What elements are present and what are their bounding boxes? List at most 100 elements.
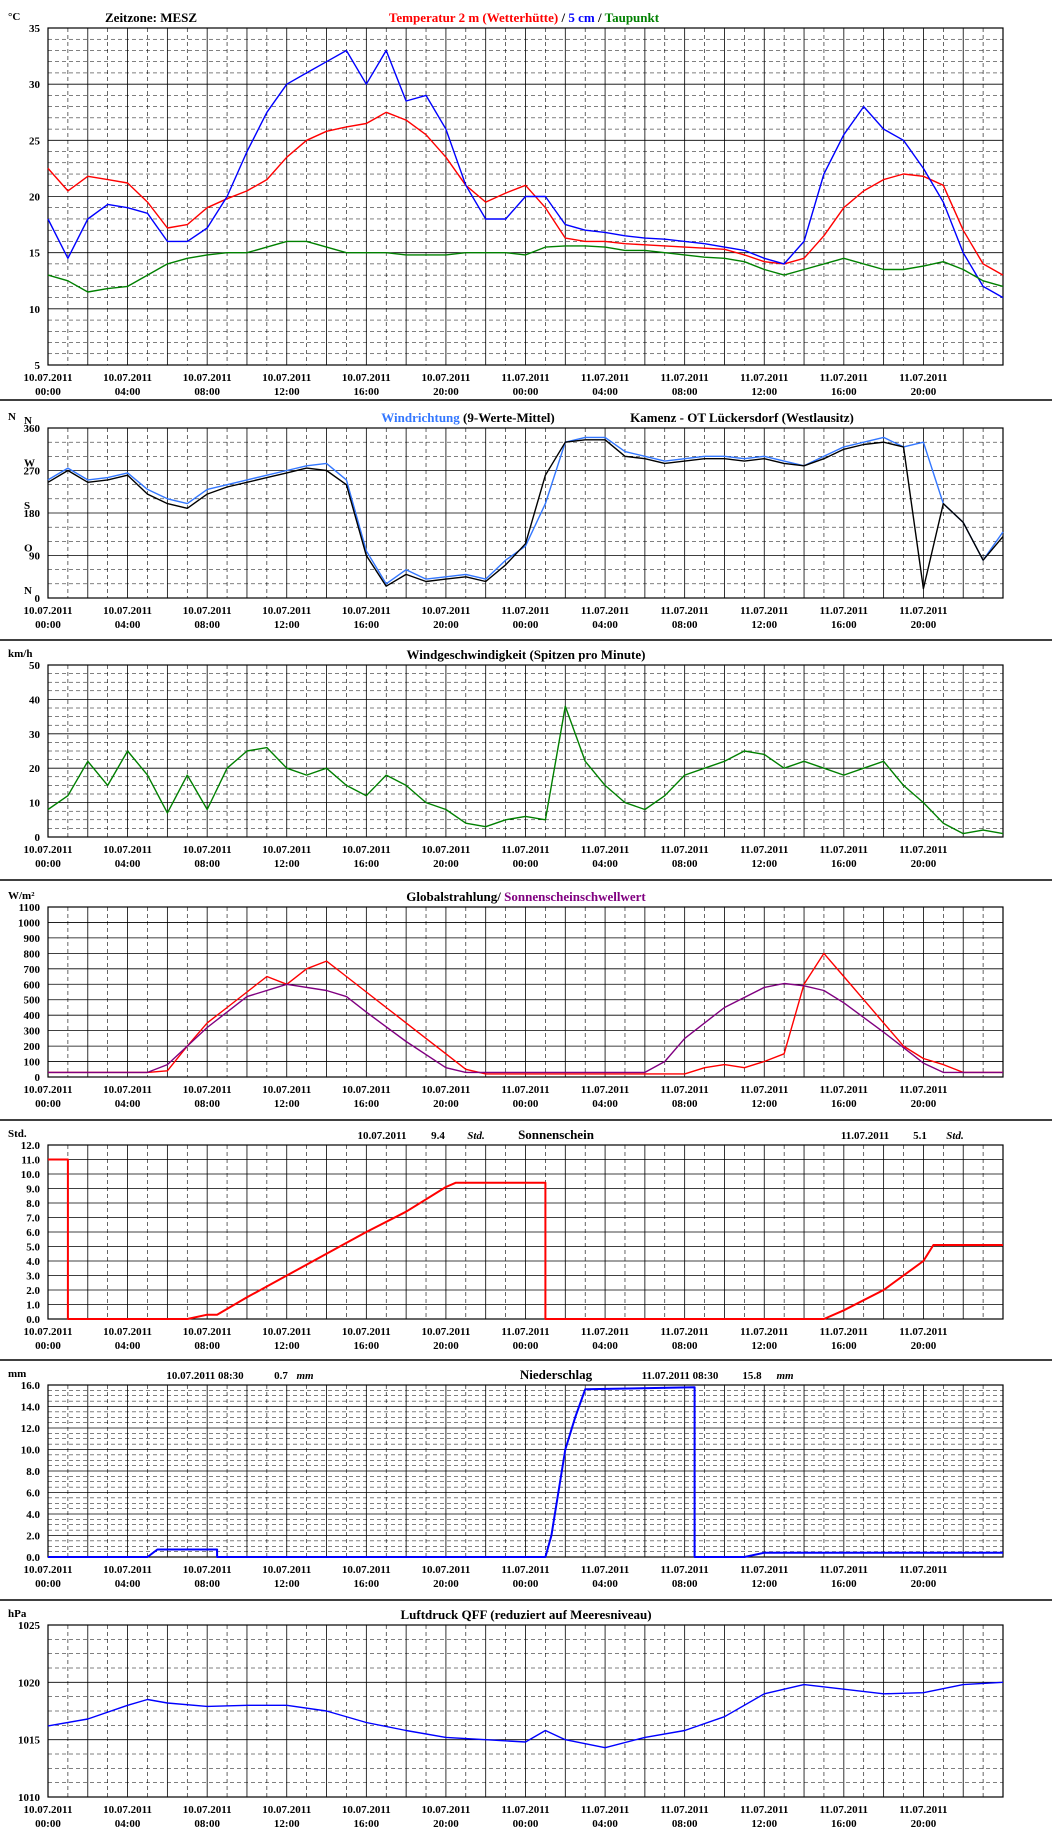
y-tick-label: 35 bbox=[29, 23, 41, 35]
x-tick-time: 16:00 bbox=[831, 1340, 857, 1352]
x-tick-date: 10.07.2011 bbox=[262, 844, 311, 856]
series-line-pressure-0 bbox=[47, 1681, 1004, 1749]
series-line-radiation-1 bbox=[48, 982, 1003, 1074]
chart-title: Temperatur 2 m (Wetterhütte) / 5 cm / Ta… bbox=[389, 10, 660, 25]
x-tick-date: 11.07.2011 bbox=[899, 1804, 947, 1816]
y-tick-label: 30 bbox=[29, 79, 41, 91]
y-tick-label: 900 bbox=[24, 933, 41, 945]
x-tick-date: 10.07.2011 bbox=[421, 844, 470, 856]
plot-frame bbox=[47, 1624, 1004, 1798]
plot-frame bbox=[47, 664, 1004, 838]
x-tick-date: 11.07.2011 bbox=[899, 372, 947, 384]
compass-label: W bbox=[24, 458, 35, 470]
summary-unit: mm bbox=[776, 1370, 794, 1382]
y-tick-label: 20 bbox=[29, 763, 41, 775]
x-tick-date: 11.07.2011 bbox=[661, 1326, 709, 1338]
y-tick-label: 30 bbox=[29, 729, 41, 741]
plot-frame bbox=[47, 1144, 1004, 1320]
x-tick-date: 11.07.2011 bbox=[820, 372, 868, 384]
x-tick-time: 04:00 bbox=[592, 1578, 618, 1590]
x-tick-date: 11.07.2011 bbox=[899, 1564, 947, 1576]
y-tick-label: 0 bbox=[35, 1072, 41, 1084]
chart-title: Windrichtung (9-Werte-Mittel) bbox=[381, 410, 554, 425]
x-tick-date: 10.07.2011 bbox=[342, 844, 391, 856]
x-tick-time: 12:00 bbox=[751, 619, 777, 631]
x-tick-time: 12:00 bbox=[751, 858, 777, 870]
series-line-temperature-0 bbox=[47, 111, 1004, 276]
x-tick-date: 10.07.2011 bbox=[342, 372, 391, 384]
x-tick-time: 04:00 bbox=[592, 1818, 618, 1830]
y-tick-label: 7.0 bbox=[26, 1213, 40, 1225]
y-tick-label: 0 bbox=[35, 832, 41, 844]
y-tick-label: 6.0 bbox=[26, 1488, 40, 1500]
chart-title: Sonnenschein bbox=[518, 1127, 595, 1142]
x-tick-time: 12:00 bbox=[751, 1578, 777, 1590]
x-tick-date: 10.07.2011 bbox=[103, 844, 152, 856]
x-tick-date: 10.07.2011 bbox=[421, 1326, 470, 1338]
x-tick-date: 11.07.2011 bbox=[661, 372, 709, 384]
chart-title-part: Sonnenscheinschwellwert bbox=[504, 889, 646, 904]
y-tick-label: 100 bbox=[24, 1057, 41, 1069]
x-tick-time: 00:00 bbox=[513, 1098, 539, 1110]
x-tick-time: 20:00 bbox=[911, 1578, 937, 1590]
series-line-temperature-1 bbox=[47, 49, 1004, 299]
chart-title: Windgeschwindigkeit (Spitzen pro Minute) bbox=[407, 647, 646, 662]
chart-title: Luftdruck QFF (reduziert auf Meeresnivea… bbox=[400, 1607, 651, 1622]
x-tick-date: 10.07.2011 bbox=[183, 605, 232, 617]
x-tick-time: 20:00 bbox=[433, 858, 459, 870]
x-tick-date: 10.07.2011 bbox=[262, 1326, 311, 1338]
y-tick-label: 0 bbox=[35, 593, 41, 605]
y-tick-label: 11.0 bbox=[21, 1155, 40, 1167]
y-tick-label: 360 bbox=[24, 423, 41, 435]
x-tick-time: 00:00 bbox=[35, 619, 61, 631]
chart-title-part: Windrichtung bbox=[381, 410, 460, 425]
x-tick-date: 10.07.2011 bbox=[262, 1804, 311, 1816]
x-tick-date: 10.07.2011 bbox=[183, 1326, 232, 1338]
x-tick-date: 11.07.2011 bbox=[820, 844, 868, 856]
x-tick-time: 20:00 bbox=[433, 386, 459, 398]
x-tick-time: 08:00 bbox=[672, 858, 698, 870]
unit-label: N bbox=[8, 411, 16, 423]
x-tick-time: 20:00 bbox=[911, 858, 937, 870]
x-tick-time: 20:00 bbox=[911, 619, 937, 631]
x-tick-time: 04:00 bbox=[592, 858, 618, 870]
unit-label: hPa bbox=[8, 1608, 27, 1620]
summary-date: 11.07.2011 bbox=[841, 1130, 889, 1142]
x-tick-time: 16:00 bbox=[831, 858, 857, 870]
x-tick-time: 00:00 bbox=[35, 1340, 61, 1352]
y-tick-label: 400 bbox=[24, 1010, 41, 1022]
plot-frame bbox=[47, 27, 1004, 366]
x-tick-time: 04:00 bbox=[115, 1340, 141, 1352]
x-tick-date: 11.07.2011 bbox=[740, 1084, 788, 1096]
y-tick-label: 4.0 bbox=[26, 1509, 40, 1521]
x-tick-date: 10.07.2011 bbox=[421, 1564, 470, 1576]
y-tick-label: 1010 bbox=[18, 1792, 41, 1804]
y-tick-label: 8.0 bbox=[26, 1198, 40, 1210]
compass-label: S bbox=[24, 500, 30, 512]
x-tick-time: 00:00 bbox=[513, 386, 539, 398]
x-tick-date: 10.07.2011 bbox=[342, 1084, 391, 1096]
y-tick-label: 180 bbox=[24, 508, 41, 520]
y-tick-label: 1025 bbox=[18, 1620, 41, 1632]
x-tick-date: 11.07.2011 bbox=[740, 1804, 788, 1816]
y-tick-label: 300 bbox=[24, 1026, 41, 1038]
x-tick-date: 10.07.2011 bbox=[342, 605, 391, 617]
x-tick-time: 00:00 bbox=[513, 1818, 539, 1830]
x-tick-time: 08:00 bbox=[194, 619, 220, 631]
x-tick-time: 16:00 bbox=[831, 386, 857, 398]
x-tick-time: 08:00 bbox=[194, 1340, 220, 1352]
y-tick-label: 16.0 bbox=[21, 1380, 41, 1392]
summary-unit: mm bbox=[296, 1370, 314, 1382]
x-tick-date: 10.07.2011 bbox=[342, 1326, 391, 1338]
x-tick-date: 10.07.2011 bbox=[24, 1564, 73, 1576]
x-tick-time: 08:00 bbox=[672, 1578, 698, 1590]
y-tick-label: 10 bbox=[29, 304, 41, 316]
x-tick-date: 11.07.2011 bbox=[501, 1804, 549, 1816]
x-tick-time: 16:00 bbox=[353, 1818, 379, 1830]
timezone-label: Zeitzone: MESZ bbox=[105, 10, 197, 25]
y-tick-label: 12.0 bbox=[21, 1423, 41, 1435]
x-tick-date: 11.07.2011 bbox=[581, 1564, 629, 1576]
x-tick-time: 12:00 bbox=[274, 1098, 300, 1110]
x-tick-time: 04:00 bbox=[115, 1098, 141, 1110]
x-tick-time: 04:00 bbox=[592, 1098, 618, 1110]
